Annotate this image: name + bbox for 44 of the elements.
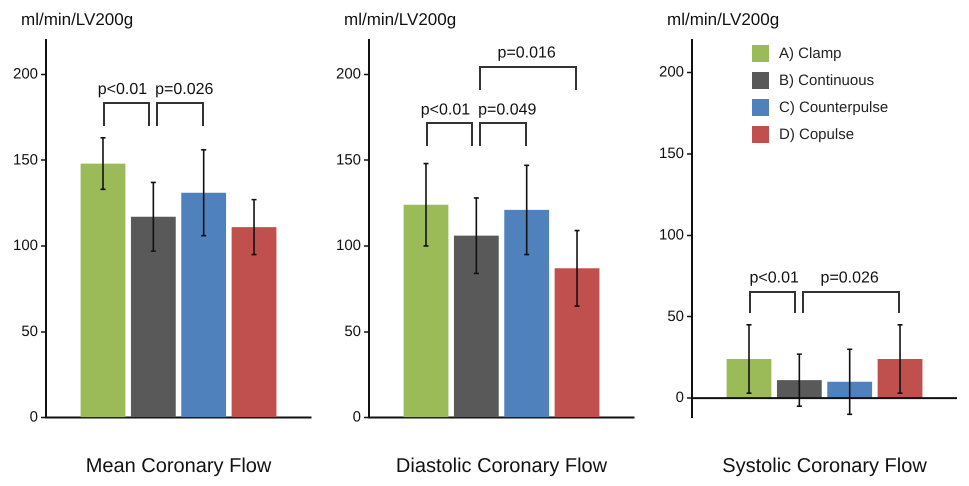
y-tick-label: 150 [336, 151, 362, 168]
annotation: p=0.026 [820, 270, 879, 287]
x-axis-title: Diastolic Coronary Flow [396, 455, 608, 477]
bar [504, 210, 550, 418]
legend-label: C) Counterpulse [779, 99, 888, 116]
bar [404, 204, 448, 418]
y-tick-label: 0 [352, 408, 362, 426]
y-tick-label: 100 [658, 226, 684, 244]
x-axis-title: Mean Coronary Flow [86, 455, 272, 477]
y-tick-label: 150 [658, 145, 684, 162]
y-tick-label: 200 [12, 65, 38, 82]
y-tick-label: 100 [12, 237, 38, 254]
legend-label: B) Continuous [779, 72, 874, 89]
y-axis-title: ml/min/LV200g [344, 10, 456, 29]
legend-label: D) Copulse [779, 126, 854, 143]
y-tick-label: 0 [676, 389, 684, 406]
y-tick-label: 50 [21, 322, 38, 340]
legend-label: A) Clamp [779, 45, 842, 62]
bar [554, 268, 600, 418]
annotation: p=0.049 [478, 101, 536, 118]
y-tick-label: 100 [336, 237, 362, 254]
y-tick-label: 150 [12, 151, 38, 168]
bar [454, 236, 499, 418]
x-axis-title: Systolic Coronary Flow [722, 455, 928, 477]
bar [130, 216, 176, 418]
bar [80, 164, 126, 418]
annotation: p<0.01 [420, 101, 470, 118]
bar [181, 192, 226, 418]
y-tick-label: 50 [344, 322, 362, 340]
y-tick-label: 200 [658, 64, 684, 81]
y-tick-label: 200 [336, 65, 362, 82]
annotation: p<0.01 [98, 80, 148, 98]
y-axis-title: ml/min/LV200g [667, 10, 780, 29]
annotation: p<0.01 [749, 270, 799, 287]
annotation: p=0.016 [498, 44, 556, 62]
y-tick-label: 0 [30, 408, 38, 426]
bar [776, 380, 822, 398]
annotation: p=0.026 [155, 80, 214, 98]
y-tick-label: 50 [667, 308, 684, 325]
y-axis-title: ml/min/LV200g [21, 10, 134, 29]
bar [726, 359, 772, 398]
bar [827, 382, 872, 398]
bar [232, 227, 276, 418]
bar [878, 359, 922, 398]
